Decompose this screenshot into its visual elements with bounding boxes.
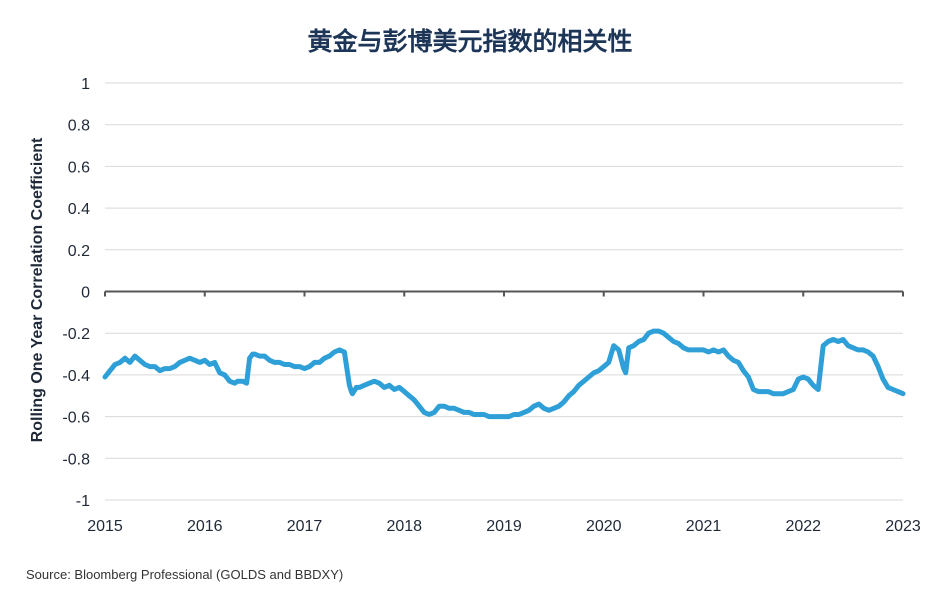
y-tick-label: -0.8 <box>62 451 90 468</box>
y-tick-label: -0.2 <box>62 326 90 343</box>
correlation-series-line <box>102 328 906 420</box>
x-tick-label: 2015 <box>87 518 123 535</box>
x-tick-label: 2022 <box>785 518 821 535</box>
y-tick-labels: 1 0.8 0.6 0.4 0.2 0 -0.2 -0.4 -0.6 -0.8 -1 <box>62 76 90 510</box>
x-tick-label: 2021 <box>686 518 722 535</box>
x-tick-label: 2019 <box>486 518 522 535</box>
y-tick-label: 0 <box>81 285 90 302</box>
y-tick-label: 0.6 <box>68 159 90 176</box>
x-tick-label: 2023 <box>885 518 921 535</box>
x-tick-label: 2018 <box>386 518 422 535</box>
x-tick-label: 2020 <box>586 518 622 535</box>
y-tick-label: 0.8 <box>68 118 90 135</box>
x-tick-label: 2016 <box>187 518 223 535</box>
y-tick-label: -0.4 <box>62 368 90 385</box>
y-tick-label: 0.2 <box>68 243 90 260</box>
gridlines <box>105 82 903 501</box>
x-tick-label: 2017 <box>287 518 323 535</box>
x-tick-labels: 2015 2016 2017 2018 2019 2020 2021 2022 2023 <box>87 518 921 535</box>
x-axis <box>104 290 904 297</box>
chart-title: 黄金与彭博美元指数的相关性 <box>307 27 633 56</box>
y-tick-label: 0.4 <box>68 201 90 218</box>
y-tick-label: 1 <box>81 76 90 93</box>
y-tick-label: -0.6 <box>62 410 90 427</box>
y-tick-label: -1 <box>76 493 90 510</box>
source-note: Source: Bloomberg Professional (GOLDS an… <box>26 567 344 582</box>
series-layer <box>102 328 906 420</box>
y-axis-title: Rolling One Year Correlation Coefficient <box>29 137 46 442</box>
